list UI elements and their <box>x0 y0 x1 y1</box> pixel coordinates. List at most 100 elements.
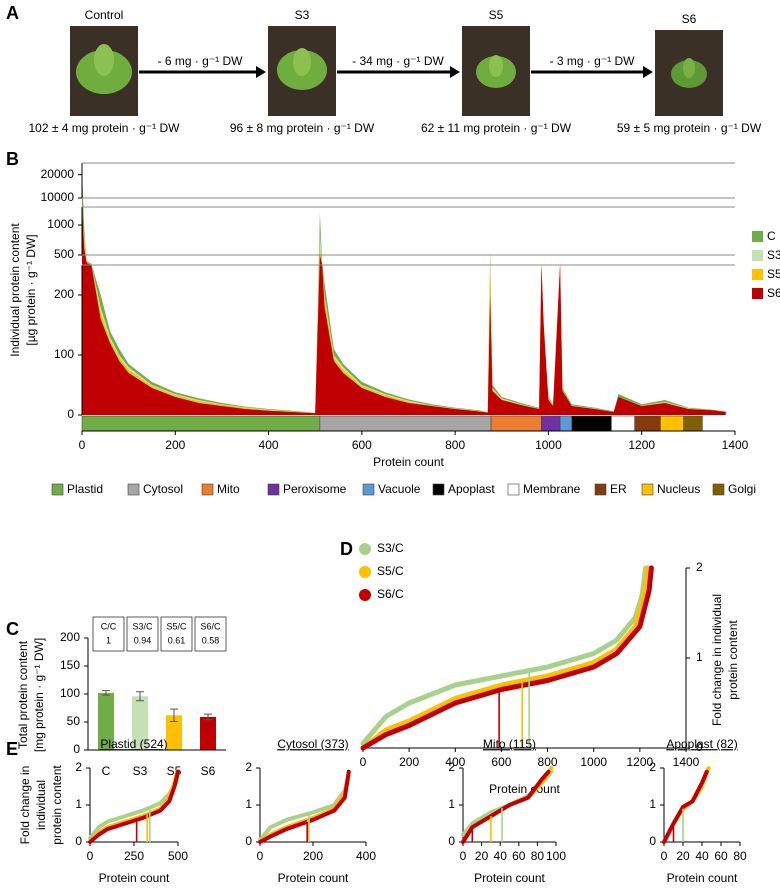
y-tick-label: 1 <box>245 797 252 811</box>
x-tick-label: 0 <box>79 438 86 452</box>
legend-label: Membrane <box>523 482 581 496</box>
panel-label: C <box>6 619 19 639</box>
compartment-bar <box>319 415 492 432</box>
x-tick-label: 0 <box>661 849 668 863</box>
y-tick-label: 100 <box>60 686 80 700</box>
ratio-value: 0.94 <box>134 635 152 645</box>
x-axis-label: Protein count <box>474 871 545 885</box>
error-bar <box>102 690 110 696</box>
x-tick-label: S6 <box>201 764 216 778</box>
legend-swatch <box>641 483 654 496</box>
y-tick-label: 150 <box>60 658 80 672</box>
y-tick-label: 0 <box>649 834 656 848</box>
x-tick-label: 400 <box>445 755 465 769</box>
y-tick-label: 0 <box>245 834 252 848</box>
protein-label: 59 ± 5 mg protein · g⁻¹ DW <box>617 121 762 135</box>
x-tick-label: 80 <box>531 849 545 863</box>
legend-label: S6 <box>767 286 780 300</box>
x-tick-label: 1200 <box>627 755 654 769</box>
x-tick-label: 600 <box>491 755 511 769</box>
y-tick-label: 10000 <box>41 190 75 204</box>
chart-title: Mito (115) <box>483 737 536 751</box>
y-axis-label: protein content <box>726 620 740 700</box>
bar <box>98 692 114 750</box>
legend-swatch <box>752 288 763 299</box>
y-tick-label: 1 <box>448 797 455 811</box>
y-axis-label: [µg protein · g⁻¹ DW] <box>24 234 38 345</box>
x-tick-label: 800 <box>538 755 558 769</box>
legend-marker <box>359 543 371 555</box>
condition-name: S3 <box>295 8 310 22</box>
legend-label: S6/C <box>377 587 404 601</box>
y-tick-label: 1000 <box>47 217 74 231</box>
legend-label: Vacuole <box>378 482 421 496</box>
panel-label: B <box>6 149 19 169</box>
y-tick-label: 100 <box>54 347 74 361</box>
y-tick-label: 0 <box>696 740 703 754</box>
ratio-value: 0.61 <box>168 635 186 645</box>
y-tick-label: 1 <box>75 797 82 811</box>
x-tick-label: 200 <box>399 755 419 769</box>
y-tick-label: 0 <box>67 407 74 421</box>
y-axis-label: Individual protein content <box>8 223 22 357</box>
transition-label: - 6 mg · g⁻¹ DW <box>157 54 243 68</box>
x-tick-label: 0 <box>87 849 94 863</box>
x-tick-label: S3 <box>133 764 148 778</box>
x-tick-label: 0 <box>360 755 367 769</box>
x-tick-label: 200 <box>165 438 185 452</box>
transition-label: - 3 mg · g⁻¹ DW <box>549 54 635 68</box>
x-tick-label: 0 <box>460 849 467 863</box>
compartment-bar <box>490 415 542 432</box>
compartment-bar <box>634 415 661 432</box>
legend-label: ER <box>610 482 627 496</box>
y-tick-label: 2 <box>75 760 82 774</box>
ratio-box <box>92 616 125 652</box>
x-tick-label: 200 <box>303 849 323 863</box>
y-axis-label: Total protein content <box>16 640 30 749</box>
y-tick-label: 1 <box>649 797 656 811</box>
ratio-label: S3/C <box>132 621 153 631</box>
area <box>82 207 726 415</box>
y-tick-label: 500 <box>54 247 74 261</box>
legend-swatch <box>507 483 520 496</box>
x-tick-label: 800 <box>445 438 465 452</box>
ratio-label: C/C <box>101 621 117 631</box>
series-line <box>88 769 180 844</box>
x-tick-label: 40 <box>695 849 709 863</box>
x-axis-label: Protein count <box>667 871 738 885</box>
panel-a: A Control S3 S5 S6 - 6 mg · g⁻¹ DW - 34 … <box>6 3 762 135</box>
legend-swatch <box>752 250 763 261</box>
x-tick-label: 20 <box>676 849 690 863</box>
compartment-bar <box>81 415 321 432</box>
ratio-label: S6/C <box>200 621 221 631</box>
legend-label: Plastid <box>67 482 103 496</box>
x-tick-label: 400 <box>259 438 279 452</box>
legend-label: S3/C <box>377 541 404 555</box>
y-axis-label: [mg protein · g⁻¹ DW] <box>32 638 46 752</box>
x-tick-label: 250 <box>124 849 144 863</box>
legend-swatch <box>594 483 607 496</box>
x-tick-label: 600 <box>352 438 372 452</box>
y-tick-label: 2 <box>649 760 656 774</box>
legend-label: S5/C <box>377 564 404 578</box>
area <box>82 225 726 415</box>
ratio-value: 0.58 <box>202 635 220 645</box>
x-axis-label: Protein count <box>373 455 444 469</box>
compartment-bar <box>660 415 684 432</box>
series-line <box>360 565 654 751</box>
y-axis-label: protein content <box>50 765 64 845</box>
y-tick-label: 0 <box>75 834 82 848</box>
condition-name: S5 <box>489 8 504 22</box>
legend-swatch <box>267 483 280 496</box>
legend-swatch <box>432 483 445 496</box>
x-tick-label: 20 <box>475 849 489 863</box>
x-tick-label: 1000 <box>535 438 562 452</box>
x-axis-label: Protein count <box>278 871 349 885</box>
legend-label: Cytosol <box>143 482 183 496</box>
x-tick-label: 60 <box>512 849 526 863</box>
ratio-value: 1 <box>106 635 111 645</box>
y-tick-label: 200 <box>60 630 80 644</box>
protein-label: 102 ± 4 mg protein · g⁻¹ DW <box>29 121 181 135</box>
legend-swatch <box>362 483 375 496</box>
